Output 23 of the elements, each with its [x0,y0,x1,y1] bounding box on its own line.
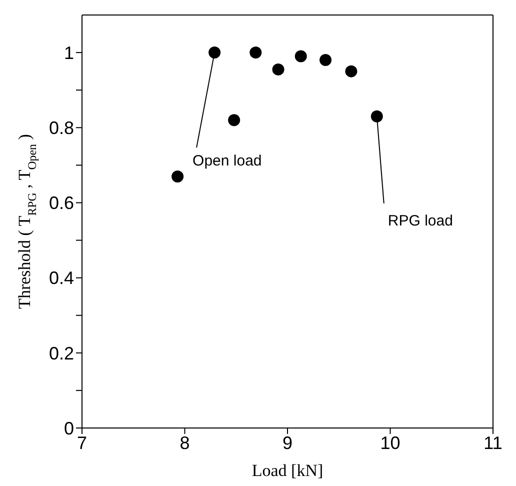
y-tick-label: 0.8 [48,118,74,138]
y-tick-label: 1 [64,42,74,63]
x-tick-label: 11 [484,432,502,453]
y-tick-label: 0.6 [48,193,74,214]
point [250,46,262,59]
point [228,114,240,126]
x-axis-title: Load [kN] [252,461,324,480]
annotation: Open load [192,152,262,170]
point [208,46,221,59]
x-tick-label: 9 [282,432,293,453]
y-tick-label: 0.4 [48,268,74,288]
x-tick-label: 10 [380,432,400,453]
point [294,50,307,62]
point [172,170,184,182]
point [370,110,383,122]
x-tick-label: 7 [76,432,88,453]
x-tick-label: 8 [180,432,190,453]
y-tick-label: 0.2 [48,343,74,364]
point [272,63,284,76]
y-tick-label: 0 [64,418,74,438]
point [345,65,358,78]
annotation: RPG load [388,212,453,230]
point [320,54,332,66]
